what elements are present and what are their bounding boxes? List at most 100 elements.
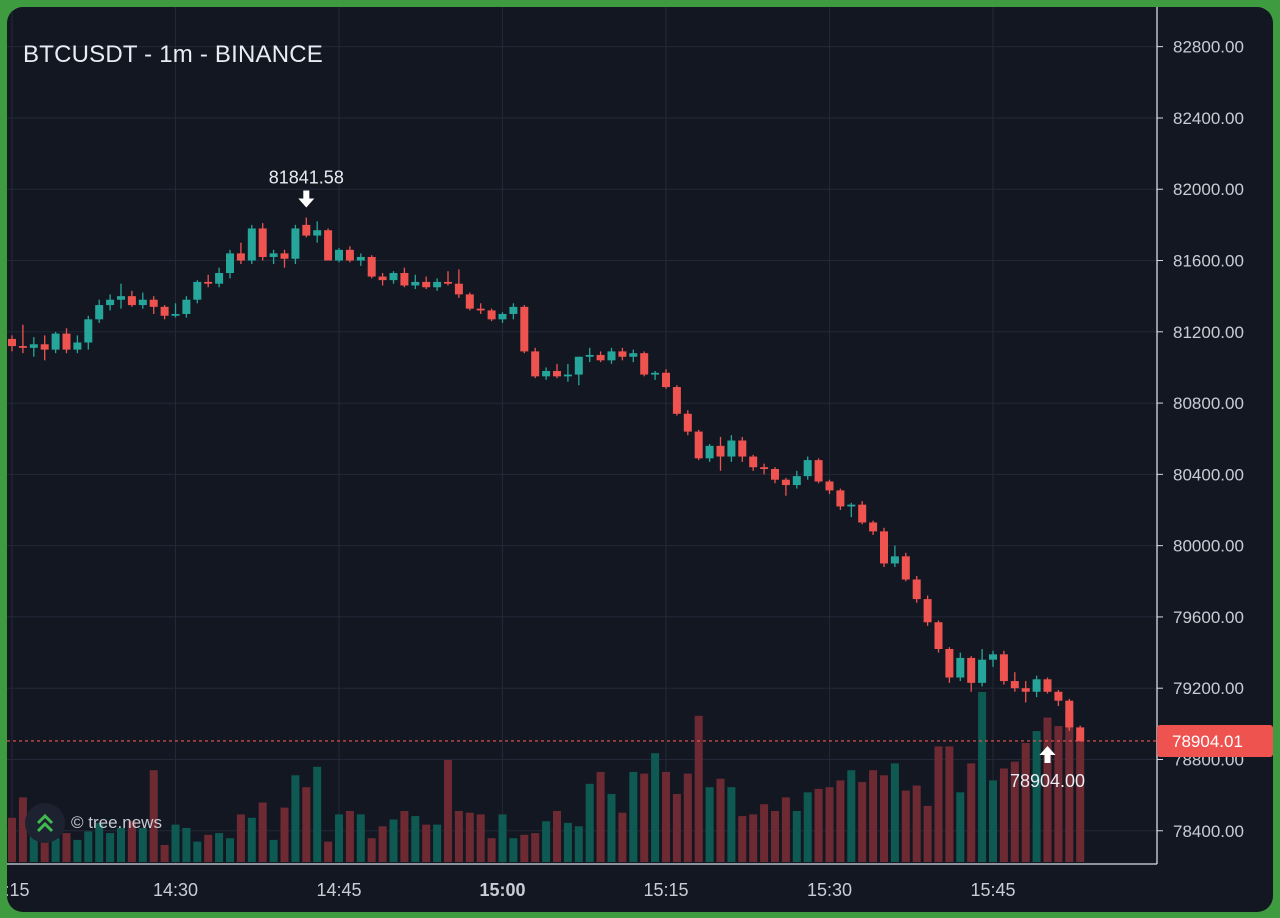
volume-bar	[444, 760, 452, 862]
volume-bar	[324, 841, 333, 862]
candle	[302, 217, 311, 238]
volume-bar	[411, 816, 420, 862]
candle	[389, 271, 398, 284]
volume-bar	[760, 804, 769, 862]
volume-bar	[912, 785, 921, 862]
volume-bar	[781, 797, 790, 862]
volume-bar	[923, 805, 932, 862]
volume-bar	[454, 811, 463, 862]
candle	[236, 242, 245, 265]
volume-bar	[999, 768, 1008, 862]
candle	[869, 520, 878, 535]
volume-bar	[890, 763, 899, 862]
volume-bar	[727, 787, 736, 862]
candle	[738, 436, 747, 462]
volume-bar	[967, 763, 976, 862]
x-tick-label: 14:30	[153, 880, 198, 900]
candle	[923, 595, 932, 626]
candle	[1065, 698, 1074, 731]
volume-bar	[280, 807, 289, 862]
volume-bar	[574, 826, 583, 862]
volume-bar	[247, 817, 256, 862]
candle	[771, 467, 779, 484]
candle	[280, 249, 289, 268]
candle	[705, 444, 714, 462]
candle	[956, 652, 965, 682]
candle	[1076, 725, 1085, 742]
volume-bar	[193, 841, 202, 862]
candle	[454, 269, 463, 298]
y-tick-label: 82000.00	[1173, 180, 1244, 199]
current-price-tag	[1157, 724, 1273, 757]
candle	[476, 303, 485, 314]
y-tick-label: 80000.00	[1173, 537, 1244, 556]
volume-bar	[149, 770, 158, 862]
axes: 82800.00 82400.00 82000.00 81600.00 81200.00…	[7, 7, 1244, 900]
volume-bar	[62, 833, 71, 862]
candle	[803, 456, 812, 480]
candle	[596, 351, 605, 363]
candle	[520, 305, 529, 354]
x-tick-label: 4:15	[7, 880, 30, 900]
price-chart[interactable]: 82800.00 82400.00 82000.00 81600.00 81200.00…	[7, 7, 1273, 912]
candle	[40, 335, 49, 361]
y-tick-label: 79600.00	[1173, 608, 1244, 627]
candle	[989, 650, 997, 667]
volume-bar	[672, 794, 681, 862]
candle	[8, 335, 16, 352]
volume-bar	[978, 692, 987, 862]
candle	[629, 349, 638, 363]
candle	[1032, 675, 1041, 698]
candle	[465, 292, 474, 311]
low-price-label: 78904.00	[1010, 771, 1085, 791]
y-tick-label: 78400.00	[1173, 822, 1244, 841]
candle	[542, 367, 551, 380]
volume-bar	[803, 792, 812, 862]
volume-bar	[956, 792, 965, 862]
volume-bar	[73, 839, 82, 862]
y-tick-label: 80800.00	[1173, 394, 1244, 413]
double-chevron-up-icon	[25, 803, 65, 843]
volume-bar	[542, 821, 551, 862]
candle	[335, 248, 343, 263]
volume-bar	[825, 787, 834, 862]
candle	[978, 648, 987, 687]
candle	[324, 228, 333, 261]
volume-bar	[258, 802, 267, 862]
candle	[356, 253, 365, 266]
candle	[378, 272, 387, 286]
x-tick-label: 14:45	[316, 880, 361, 900]
candle	[890, 545, 899, 568]
volume-bar	[749, 814, 758, 862]
candle	[727, 435, 736, 462]
candle	[967, 656, 976, 692]
volume-bar	[40, 838, 49, 862]
y-tick-label: 81200.00	[1173, 323, 1244, 342]
candle	[117, 283, 125, 309]
volume-bar	[138, 828, 147, 862]
volume-bar	[880, 775, 888, 862]
x-tick-label: 15:30	[807, 880, 852, 900]
volume-bar	[1010, 761, 1019, 862]
volume-bar	[127, 821, 136, 862]
volume-bar	[716, 778, 725, 862]
candle	[62, 328, 71, 354]
candle	[607, 347, 616, 364]
candle	[345, 246, 354, 263]
candle	[182, 296, 191, 318]
volume-bar	[487, 838, 496, 862]
candle	[487, 308, 496, 322]
volume-bar	[160, 845, 169, 862]
volume-bar	[182, 828, 191, 862]
volume-bar	[476, 814, 485, 862]
volume-bar	[901, 790, 910, 862]
candle	[171, 303, 180, 318]
candle	[313, 221, 322, 243]
grid	[7, 7, 1157, 864]
volume-bar	[629, 771, 638, 862]
candle	[138, 292, 147, 309]
volume-bar	[84, 831, 93, 862]
volume-bar	[356, 814, 365, 862]
watermark: © tree.news	[25, 803, 162, 843]
chart-title: BTCUSDT - 1m - BINANCE	[23, 41, 323, 68]
